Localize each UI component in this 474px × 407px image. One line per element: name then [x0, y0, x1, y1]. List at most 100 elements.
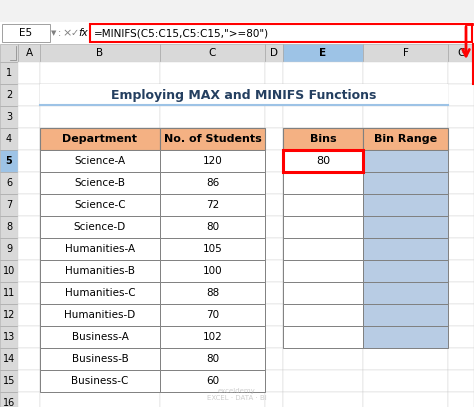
- Text: 6: 6: [6, 178, 12, 188]
- Bar: [265, 84, 283, 106]
- Bar: [283, 44, 363, 62]
- Bar: [363, 128, 448, 150]
- Bar: [40, 392, 160, 407]
- Text: Humanities-D: Humanities-D: [64, 310, 136, 320]
- Bar: [283, 62, 363, 84]
- Bar: [40, 282, 160, 304]
- Bar: [283, 370, 363, 392]
- Text: 100: 100: [203, 266, 222, 276]
- Bar: [363, 238, 448, 260]
- Bar: [283, 282, 363, 304]
- Bar: [40, 194, 160, 216]
- Bar: [40, 128, 160, 150]
- Bar: [18, 150, 40, 172]
- Bar: [160, 326, 265, 348]
- Bar: [18, 260, 40, 282]
- Bar: [363, 348, 448, 370]
- Text: ×: ×: [62, 28, 72, 38]
- Bar: [18, 128, 40, 150]
- Text: Science-B: Science-B: [74, 178, 126, 188]
- Text: A: A: [26, 48, 33, 58]
- Bar: [448, 106, 474, 128]
- Bar: [283, 216, 363, 238]
- Bar: [90, 24, 472, 42]
- Text: 120: 120: [202, 156, 222, 166]
- Bar: [265, 62, 283, 84]
- Text: 80: 80: [206, 222, 219, 232]
- Bar: [40, 304, 160, 326]
- Bar: [40, 238, 160, 260]
- Bar: [160, 62, 265, 84]
- Bar: [0, 62, 18, 84]
- Text: :: :: [58, 28, 62, 38]
- Bar: [448, 84, 474, 106]
- Text: 12: 12: [3, 310, 15, 320]
- Text: 3: 3: [6, 112, 12, 122]
- Bar: [265, 260, 283, 282]
- Bar: [363, 62, 448, 84]
- Bar: [160, 128, 265, 150]
- Bar: [18, 172, 40, 194]
- Bar: [448, 392, 474, 407]
- Text: 5: 5: [6, 156, 12, 166]
- Bar: [363, 238, 448, 260]
- Text: 72: 72: [206, 200, 219, 210]
- Bar: [160, 150, 265, 172]
- Text: 7: 7: [6, 200, 12, 210]
- Bar: [0, 172, 18, 194]
- Bar: [265, 44, 283, 62]
- Bar: [448, 216, 474, 238]
- Bar: [160, 128, 265, 150]
- Bar: [283, 172, 363, 194]
- Bar: [2, 24, 50, 42]
- Bar: [283, 326, 363, 348]
- Bar: [160, 304, 265, 326]
- Text: C: C: [209, 48, 216, 58]
- Bar: [40, 304, 160, 326]
- Bar: [160, 194, 265, 216]
- Bar: [0, 370, 18, 392]
- Bar: [40, 172, 160, 194]
- Bar: [283, 106, 363, 128]
- Text: 88: 88: [206, 288, 219, 298]
- Text: Bins: Bins: [310, 134, 337, 144]
- Bar: [363, 128, 448, 150]
- Bar: [0, 348, 18, 370]
- Bar: [160, 282, 265, 304]
- Bar: [160, 172, 265, 194]
- Bar: [265, 150, 283, 172]
- Bar: [283, 194, 363, 216]
- Bar: [283, 194, 363, 216]
- Bar: [448, 238, 474, 260]
- Text: ▼: ▼: [51, 30, 57, 36]
- Bar: [265, 326, 283, 348]
- Bar: [363, 216, 448, 238]
- Text: Science-C: Science-C: [74, 200, 126, 210]
- Bar: [283, 326, 363, 348]
- Bar: [160, 216, 265, 238]
- Text: 2: 2: [6, 90, 12, 100]
- Text: 1: 1: [6, 68, 12, 78]
- Text: 102: 102: [202, 332, 222, 342]
- Text: 11: 11: [3, 288, 15, 298]
- Bar: [40, 44, 160, 62]
- Bar: [448, 348, 474, 370]
- Text: 13: 13: [3, 332, 15, 342]
- Bar: [0, 304, 18, 326]
- Bar: [40, 348, 160, 370]
- Bar: [265, 370, 283, 392]
- Bar: [40, 128, 160, 150]
- Bar: [160, 348, 265, 370]
- Bar: [160, 326, 265, 348]
- Bar: [363, 84, 448, 106]
- Text: ✓: ✓: [71, 28, 79, 38]
- Bar: [0, 150, 18, 172]
- Bar: [160, 348, 265, 370]
- Text: 10: 10: [3, 266, 15, 276]
- Bar: [283, 238, 363, 260]
- Bar: [283, 128, 363, 150]
- Bar: [363, 260, 448, 282]
- Text: 16: 16: [3, 398, 15, 407]
- Text: 9: 9: [6, 244, 12, 254]
- Bar: [363, 326, 448, 348]
